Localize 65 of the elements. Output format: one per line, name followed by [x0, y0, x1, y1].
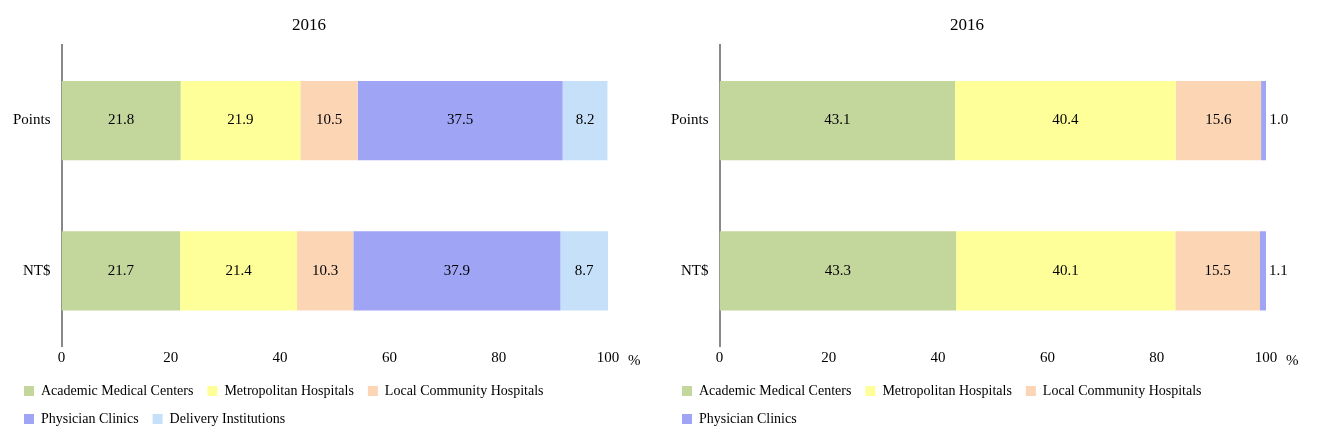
x-tick-label: 40: [272, 348, 288, 365]
legend-label: Local Community Hospitals: [1042, 382, 1202, 398]
bar: [1259, 231, 1266, 311]
y-tick-label: Points: [13, 111, 51, 128]
bar: [719, 231, 957, 311]
data-label: 21.8: [107, 111, 135, 128]
legend-label: Physician Clinics: [699, 410, 797, 426]
x-tick-label: 80: [491, 348, 507, 365]
data-label: 15.6: [1205, 111, 1233, 128]
legend-label: Metropolitan Hospitals: [224, 382, 354, 398]
x-tick-label: 100: [596, 348, 620, 365]
data-label: 37.5: [447, 111, 474, 128]
bar: [955, 80, 1176, 161]
legend-label: Academic Medical Centers: [41, 382, 194, 398]
bar: [956, 231, 1176, 311]
legend-label: Metropolitan Hospitals: [882, 382, 1012, 398]
x-tick-label: 40: [930, 348, 946, 365]
bar: [297, 231, 354, 311]
bar: [1175, 80, 1262, 161]
x-tick-label: 60: [1039, 348, 1055, 365]
data-label: 8.2: [575, 111, 595, 128]
bar: [560, 231, 608, 311]
data-label: 15.5: [1204, 261, 1231, 278]
y-tick-label: Points: [671, 111, 709, 128]
chart-title: 2016: [292, 14, 326, 34]
legend-label: Academic Medical Centers: [699, 382, 852, 398]
chart-title: 2016: [950, 14, 984, 34]
x-tick-label: 80: [1149, 348, 1165, 365]
bar: [562, 80, 608, 161]
bar: [1175, 231, 1260, 311]
data-label: 40.4: [1052, 111, 1080, 128]
bar: [353, 231, 561, 311]
x-tick-label: 0: [57, 348, 66, 365]
x-axis-title: %: [1286, 352, 1299, 369]
x-tick-label: 60: [381, 348, 397, 365]
data-label: 1.0: [1269, 111, 1289, 128]
bar: [357, 80, 563, 161]
bar: [180, 80, 301, 161]
data-label: 8.7: [574, 261, 595, 278]
bar: [61, 231, 181, 311]
data-label: 40.1: [1052, 261, 1079, 278]
x-tick-label: 20: [821, 348, 837, 365]
bar: [719, 80, 956, 161]
x-axis-title: %: [628, 352, 641, 369]
data-label: 21.4: [225, 261, 253, 278]
bar: [300, 80, 358, 161]
data-label: 10.5: [315, 111, 343, 128]
legend-label: Local Community Hospitals: [384, 382, 544, 398]
y-tick-label: NT$: [681, 261, 710, 278]
legend-label: Physician Clinics: [41, 410, 139, 426]
data-label: 21.7: [107, 261, 135, 278]
y-tick-label: NT$: [23, 261, 52, 278]
data-label: 43.1: [824, 111, 851, 128]
x-tick-label: 100: [1254, 348, 1278, 365]
bar: [1261, 80, 1266, 161]
data-label: 43.3: [824, 261, 851, 278]
data-label: 37.9: [443, 261, 471, 278]
data-label: 10.3: [312, 261, 339, 278]
data-label: 21.9: [227, 111, 254, 128]
data-label: 1.1: [1269, 261, 1288, 278]
x-tick-label: 0: [715, 348, 724, 365]
x-tick-label: 20: [163, 348, 179, 365]
bar: [180, 231, 298, 311]
bar: [61, 80, 181, 161]
legend-label: Delivery Institutions: [169, 410, 286, 426]
